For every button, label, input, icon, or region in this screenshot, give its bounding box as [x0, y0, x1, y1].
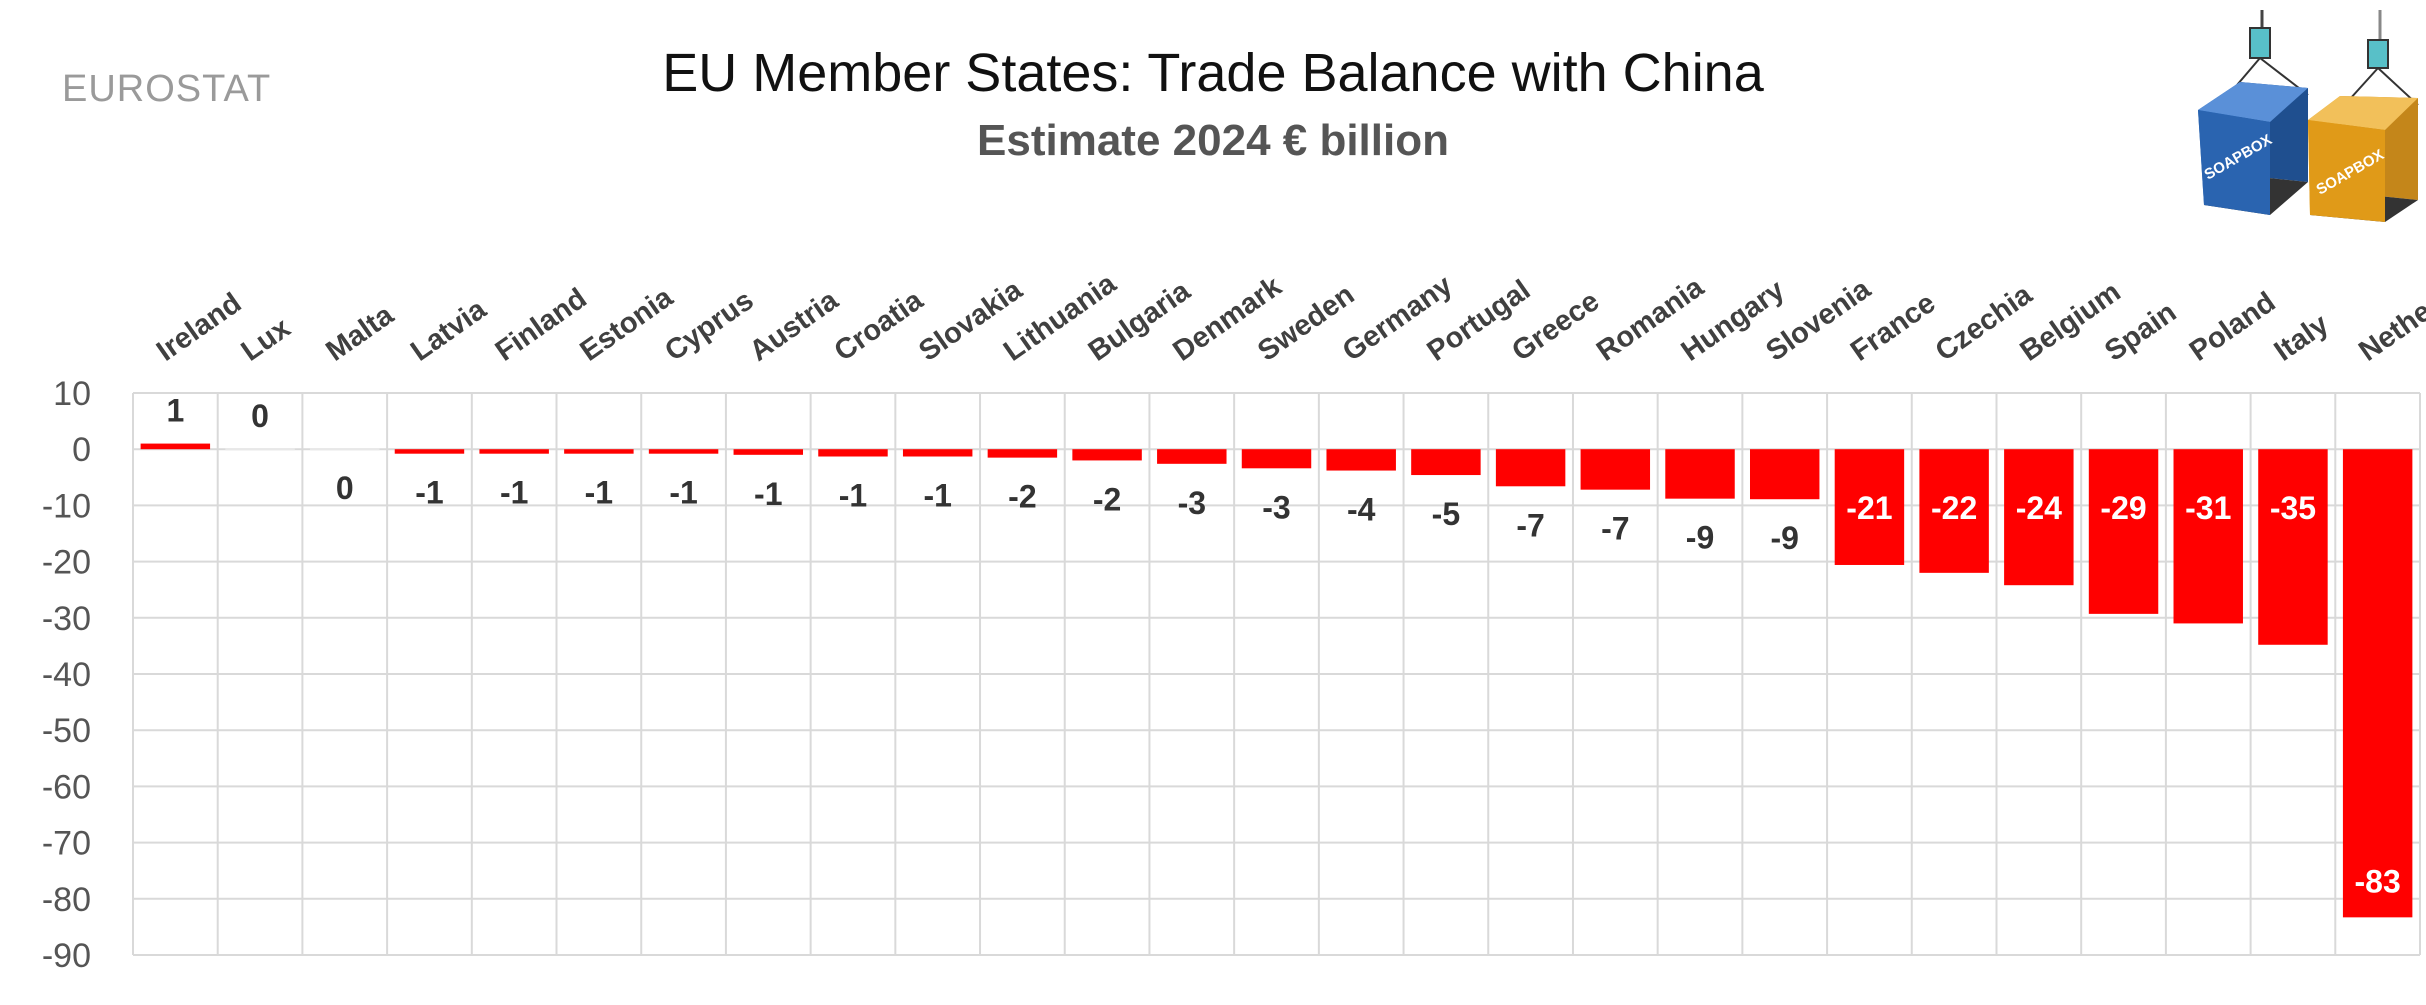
- data-label: -4: [1347, 492, 1376, 528]
- data-label: -1: [500, 475, 528, 511]
- bar-france: [1834, 449, 1905, 565]
- data-label: -9: [1770, 520, 1798, 556]
- data-label: -21: [1846, 490, 1892, 526]
- data-label: -1: [669, 475, 697, 511]
- bar-greece: [1495, 449, 1566, 487]
- x-tick-label: Austria: [744, 284, 845, 368]
- bar-layer: [140, 443, 2413, 918]
- x-tick-label: Ireland: [151, 287, 247, 368]
- bar-sweden: [1241, 449, 1312, 469]
- x-tick-label: Croatia: [829, 284, 930, 368]
- bar-czechia: [1919, 449, 1989, 573]
- bar-austria: [733, 449, 804, 455]
- bar-ireland: [140, 443, 211, 450]
- y-tick-label: -60: [42, 768, 91, 806]
- bar-lux: [225, 448, 295, 451]
- data-label: -1: [415, 475, 443, 511]
- bar-poland: [2173, 449, 2243, 624]
- bar-italy: [2258, 449, 2328, 645]
- grid-layer: [132, 392, 2421, 956]
- bar-germany: [1326, 449, 1396, 471]
- data-label: -1: [754, 476, 782, 512]
- y-tick-label: -10: [42, 487, 91, 525]
- y-tick-label: -30: [42, 600, 91, 638]
- data-label: -1: [585, 475, 613, 511]
- bar-denmark: [1157, 449, 1227, 464]
- data-label: -35: [2270, 490, 2316, 526]
- data-label: 1: [166, 393, 184, 429]
- y-tick-label: -40: [42, 656, 91, 694]
- data-label: -3: [1262, 489, 1290, 525]
- bar-slovakia: [902, 449, 973, 457]
- bar-romania: [1580, 449, 1651, 490]
- bar-croatia: [818, 449, 888, 457]
- data-label: -9: [1686, 520, 1714, 556]
- y-tick-label: -20: [42, 544, 91, 582]
- data-label: -1: [839, 478, 867, 514]
- bar-belgium: [2004, 449, 2074, 586]
- data-label: -2: [1093, 481, 1121, 517]
- bar-latvia: [394, 449, 465, 454]
- y-tick-label: -80: [42, 881, 91, 919]
- data-label: -2: [1008, 479, 1036, 515]
- bar-slovenia: [1749, 449, 1820, 500]
- y-tick-label: -70: [42, 825, 91, 863]
- data-label: -5: [1432, 496, 1460, 532]
- label-layer: 1 0 0 -1 -1 -1 -1 -1 -1 -1 -2 -2 -3 -3 -4 -5 -7 -7 -9 -9 -21…: [166, 393, 2400, 900]
- x-tick-label: Lux: [236, 312, 297, 368]
- bar-lithuania: [987, 449, 1058, 458]
- data-label: -22: [1931, 490, 1977, 526]
- x-tick-label: Italy: [2269, 308, 2335, 367]
- x-tick-label: Cyprus: [659, 284, 759, 368]
- data-label: -1: [923, 478, 951, 514]
- bar-estonia: [564, 449, 634, 454]
- x-tick-label: Poland: [2184, 286, 2282, 368]
- data-label: -24: [2016, 490, 2062, 526]
- bar-cyprus: [648, 449, 719, 454]
- x-tick-label: Estonia: [575, 281, 680, 368]
- bar-finland: [479, 449, 549, 454]
- shipping-containers-logo-icon: SOAPBOX SOAPBOX: [2198, 10, 2419, 222]
- bar-spain: [2088, 449, 2159, 614]
- bar-malta: [310, 448, 380, 451]
- tick-layer: 10 0 -10 -20 -30 -40 -50 -60 -70 -80 -90: [42, 375, 91, 975]
- x-tick-label: Finland: [490, 282, 593, 367]
- bar-bulgaria: [1072, 449, 1142, 461]
- x-tick-label: Malta: [320, 299, 400, 368]
- x-tick-label: Netherlands: [2353, 245, 2426, 367]
- chart-title: EU Member States: Trade Balance with Chi…: [662, 43, 1764, 103]
- data-label: -31: [2185, 490, 2231, 526]
- y-tick-label: 10: [53, 375, 91, 413]
- data-label: -3: [1178, 485, 1206, 521]
- data-label: 0: [251, 398, 269, 434]
- data-label: 0: [336, 470, 354, 506]
- data-label: -7: [1516, 507, 1544, 543]
- bar-portugal: [1411, 449, 1481, 476]
- data-label: -29: [2100, 490, 2146, 526]
- data-label: -83: [2355, 863, 2401, 899]
- y-tick-label: -90: [42, 937, 91, 975]
- source-label: EUROSTAT: [62, 68, 272, 110]
- bar-netherlands: [2342, 449, 2413, 918]
- x-tick-label: Latvia: [405, 293, 493, 368]
- chart-subtitle: Estimate 2024 € billion: [977, 116, 1449, 165]
- data-label: -7: [1601, 511, 1629, 547]
- bar-hungary: [1665, 449, 1735, 499]
- y-tick-label: -50: [42, 712, 91, 750]
- y-tick-label: 0: [72, 431, 91, 469]
